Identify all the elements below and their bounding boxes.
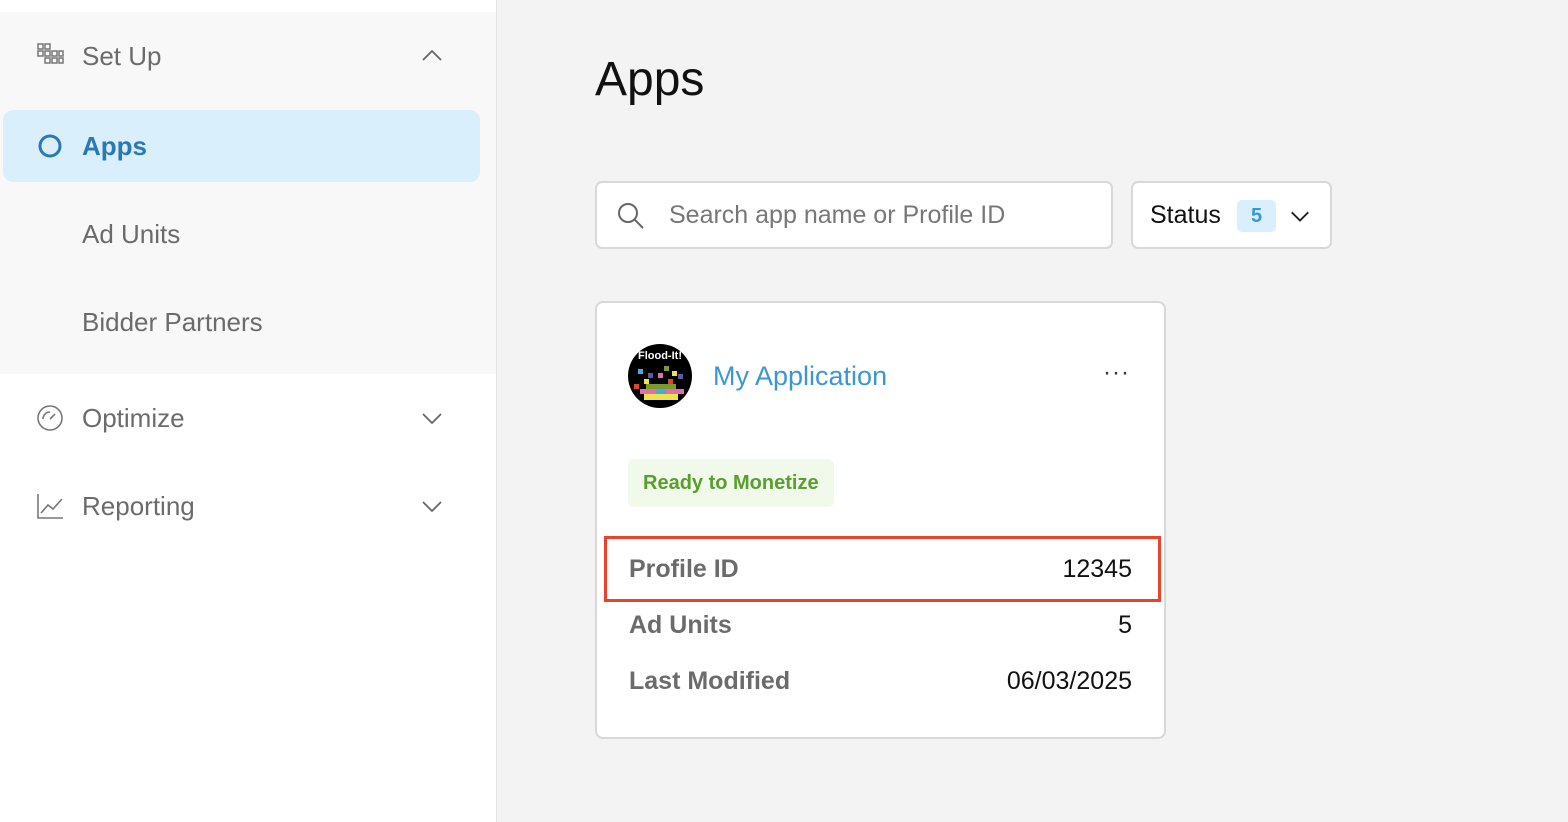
status-count-badge: 5 bbox=[1237, 200, 1276, 232]
chevron-down-icon[interactable] bbox=[420, 406, 444, 430]
chevron-down-icon bbox=[1291, 211, 1309, 222]
sidebar-item-label: Bidder Partners bbox=[82, 306, 263, 337]
info-row-ad-units: Ad Units 5 bbox=[629, 611, 1132, 640]
nav-optimize-label: Optimize bbox=[82, 402, 185, 433]
search-input[interactable] bbox=[669, 197, 1089, 233]
info-row-profile-id: Profile ID 12345 bbox=[629, 555, 1132, 584]
more-options-icon[interactable]: ··· bbox=[1103, 359, 1130, 386]
nav-setup-label: Set Up bbox=[82, 40, 162, 71]
app-name-link[interactable]: My Application bbox=[713, 361, 888, 391]
nav-optimize[interactable]: Optimize bbox=[0, 388, 496, 448]
sidebar-item-apps-row[interactable]: Apps bbox=[0, 116, 496, 176]
sidebar-item-bidder-partners[interactable]: Bidder Partners bbox=[0, 292, 496, 352]
chevron-up-icon[interactable] bbox=[420, 44, 444, 68]
line-chart-icon bbox=[37, 494, 63, 519]
sidebar: Set Up Apps Ad Units Bidder Partners Opt… bbox=[0, 0, 497, 822]
status-filter-label: Status bbox=[1150, 201, 1221, 229]
setup-section bbox=[0, 12, 496, 374]
nav-setup[interactable]: Set Up bbox=[0, 26, 496, 86]
app-card[interactable]: Flood-It! My Application ··· Ready to Mo… bbox=[595, 301, 1166, 739]
nav-reporting[interactable]: Reporting bbox=[0, 476, 496, 536]
grid-blocks-icon bbox=[37, 43, 64, 64]
nav-reporting-label: Reporting bbox=[82, 490, 195, 521]
search-box[interactable] bbox=[595, 181, 1113, 249]
highlight-box bbox=[604, 536, 1161, 602]
row-key: Ad Units bbox=[629, 611, 732, 639]
app-icon: Flood-It! bbox=[628, 344, 692, 408]
chevron-down-icon[interactable] bbox=[420, 494, 444, 518]
status-badge: Ready to Monetize bbox=[628, 459, 834, 507]
page-title: Apps bbox=[595, 53, 705, 106]
sidebar-item-label: Ad Units bbox=[82, 218, 181, 249]
info-row-last-modified: Last Modified 06/03/2025 bbox=[629, 667, 1132, 696]
search-icon bbox=[618, 203, 644, 229]
sidebar-item-ad-units[interactable]: Ad Units bbox=[0, 204, 496, 264]
row-key: Profile ID bbox=[629, 555, 739, 583]
row-value: 06/03/2025 bbox=[1006, 667, 1132, 695]
svg-text:Flood-It!: Flood-It! bbox=[638, 350, 682, 362]
row-key: Last Modified bbox=[629, 667, 791, 695]
sidebar-item-label: Apps bbox=[82, 130, 147, 161]
row-value: 12345 bbox=[1062, 555, 1132, 583]
circle-icon bbox=[38, 134, 62, 158]
status-filter-dropdown[interactable]: Status 5 bbox=[1131, 181, 1332, 249]
row-value: 5 bbox=[1118, 611, 1132, 639]
gauge-icon bbox=[37, 405, 63, 431]
sidebar-item-apps[interactable] bbox=[3, 110, 480, 182]
